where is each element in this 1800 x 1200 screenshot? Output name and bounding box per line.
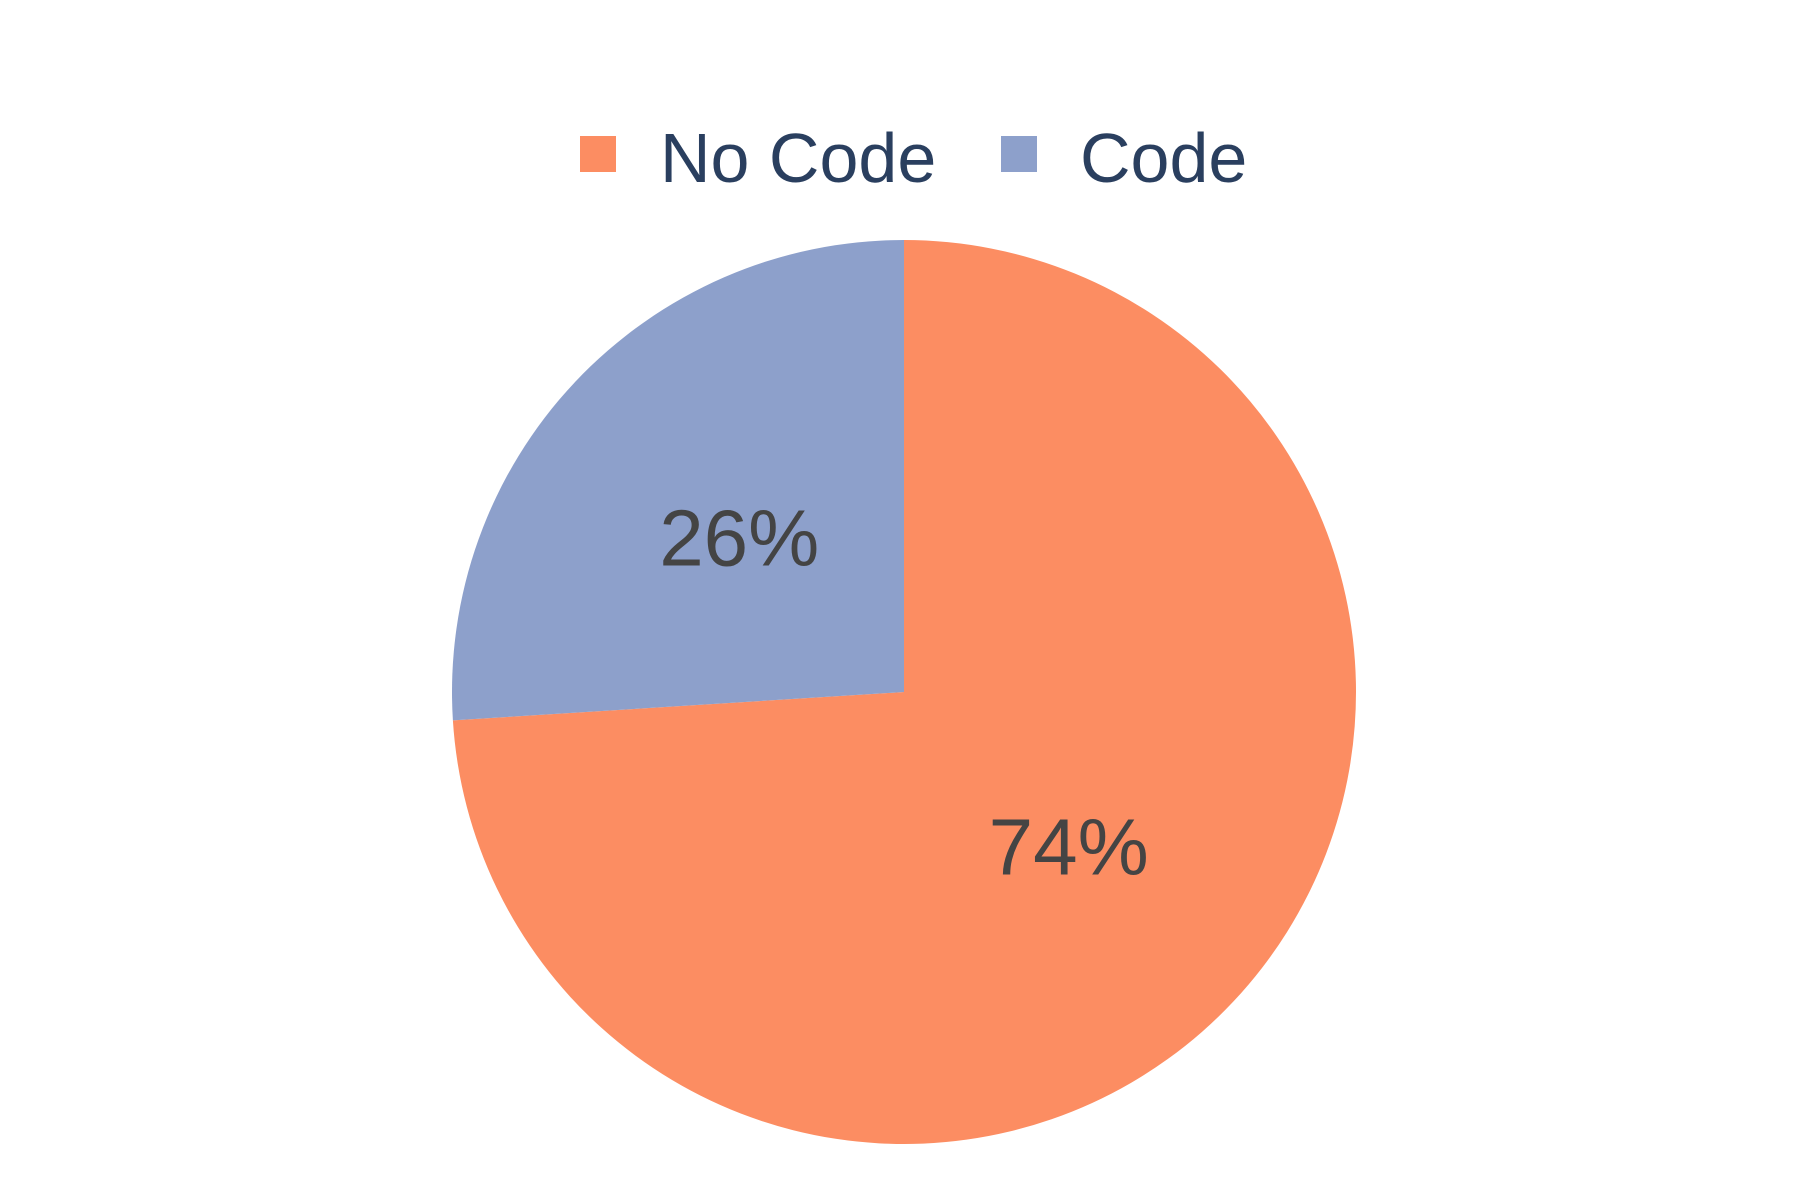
pie-slice-labels: 74% 26% [659,493,1149,891]
legend-item-code[interactable]: Code [1001,119,1247,197]
legend: No Code Code [580,119,1247,197]
pie-slice-code[interactable] [451,240,904,721]
legend-item-no-code[interactable]: No Code [580,119,936,197]
legend-swatch-no-code [580,136,616,172]
legend-swatch-code [1001,136,1037,172]
legend-label-code: Code [1080,119,1247,197]
legend-label-no-code: No Code [660,119,936,197]
pie-slices [451,240,1356,1144]
pie-slice-no-code[interactable] [452,240,1356,1144]
slice-label-no-code: 74% [989,803,1149,892]
slice-label-code: 26% [659,493,819,582]
